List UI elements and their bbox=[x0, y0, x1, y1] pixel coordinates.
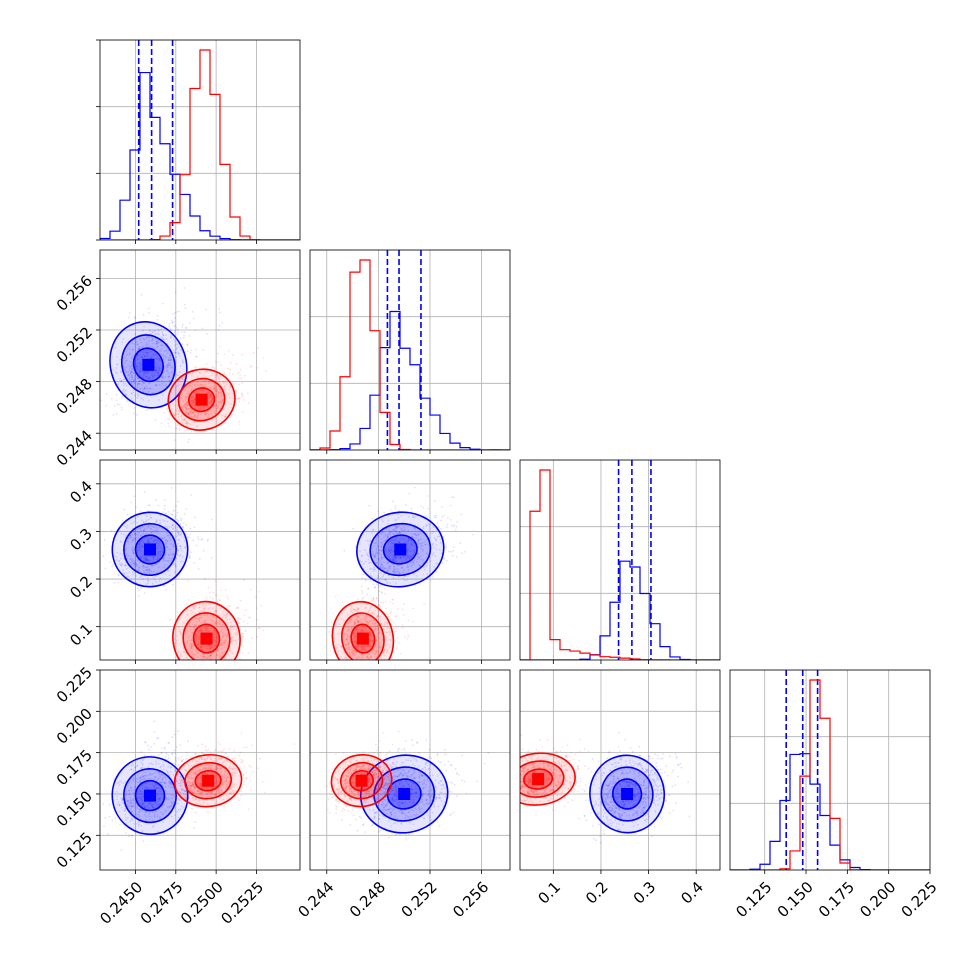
histogram-red bbox=[100, 50, 300, 240]
x-tick-label: 0.2 bbox=[582, 878, 612, 908]
scatter-panel-p2-p3 bbox=[310, 460, 510, 683]
x-tick-label: 0.225 bbox=[898, 878, 941, 921]
density-peak-red bbox=[202, 775, 214, 787]
density-peak-red bbox=[356, 775, 368, 787]
panel-plot-area bbox=[89, 670, 300, 870]
panel-plot-area bbox=[100, 40, 300, 240]
panel-plot-area bbox=[93, 460, 301, 690]
panel-plot-area bbox=[520, 460, 720, 660]
x-tick-label: 0.4 bbox=[677, 878, 707, 908]
x-tick-label: 0.150 bbox=[774, 878, 817, 921]
x-tick-label: 0.244 bbox=[294, 878, 337, 921]
density-peak-blue bbox=[394, 544, 406, 556]
y-tick-label: 0.1 bbox=[66, 620, 96, 650]
histogram-blue bbox=[100, 73, 300, 240]
density-peak-blue bbox=[144, 544, 156, 556]
x-tick-label: 0.200 bbox=[856, 878, 899, 921]
x-tick-label: 0.2450 bbox=[96, 878, 146, 928]
scatter-panel-p1-p2: 0.244 0.248 0.252 0.256 bbox=[53, 250, 300, 470]
density-peak-red bbox=[201, 633, 213, 645]
y-tick-label: 0.244 bbox=[53, 427, 96, 470]
x-tick-label: 0.175 bbox=[815, 878, 858, 921]
density-peak-blue bbox=[144, 790, 156, 802]
panel-plot-area bbox=[310, 250, 510, 450]
scatter-panel-p3-p4: 0.1 0.2 0.3 0.4 bbox=[480, 670, 720, 908]
panel-plot-area bbox=[730, 670, 930, 870]
x-tick-label: 0.248 bbox=[346, 878, 389, 921]
y-tick-label: 0.175 bbox=[53, 746, 96, 789]
x-tick-label: 0.125 bbox=[732, 878, 775, 921]
x-tick-label: 0.2525 bbox=[217, 878, 267, 928]
density-peak-red bbox=[196, 394, 208, 406]
hist-panel-p2 bbox=[310, 250, 510, 454]
hist-panel-p1 bbox=[96, 40, 300, 244]
x-tick-label: 0.256 bbox=[449, 878, 492, 921]
density-peak-blue bbox=[142, 359, 154, 371]
density-peak-red bbox=[357, 633, 369, 645]
y-tick-label: 0.125 bbox=[53, 829, 96, 872]
x-tick-label: 0.2500 bbox=[177, 878, 227, 928]
density-peak-red bbox=[532, 773, 544, 785]
hist-panel-p3 bbox=[520, 460, 720, 664]
x-tick-label: 0.1 bbox=[534, 878, 564, 908]
scatter-panel-p1-p4: 0.24500.24750.25000.25250.1250.1500.1750… bbox=[53, 663, 300, 928]
panel-plot-area bbox=[98, 250, 300, 450]
x-tick-label: 0.252 bbox=[398, 878, 441, 921]
y-tick-label: 0.4 bbox=[66, 477, 96, 507]
y-tick-label: 0.252 bbox=[53, 323, 96, 366]
y-tick-label: 0.3 bbox=[66, 525, 96, 555]
y-tick-label: 0.150 bbox=[53, 787, 96, 830]
y-tick-label: 0.225 bbox=[53, 663, 96, 706]
y-tick-label: 0.248 bbox=[53, 375, 96, 418]
panel-plot-area bbox=[310, 460, 510, 683]
y-tick-label: 0.256 bbox=[53, 272, 96, 315]
density-peak-blue bbox=[621, 788, 633, 800]
panel-plot-area bbox=[310, 670, 510, 870]
y-tick-label: 0.2 bbox=[66, 572, 96, 602]
density-peak-blue bbox=[398, 788, 410, 800]
x-tick-label: 0.2475 bbox=[137, 878, 187, 928]
x-tick-label: 0.3 bbox=[630, 878, 660, 908]
scatter-panel-p1-p3: 0.1 0.2 0.3 0.4 bbox=[66, 460, 300, 690]
y-tick-label: 0.200 bbox=[53, 705, 96, 748]
panel-plot-area bbox=[480, 670, 720, 870]
